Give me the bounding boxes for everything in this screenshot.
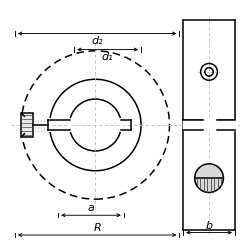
Circle shape <box>195 164 224 192</box>
Text: b: b <box>206 220 212 230</box>
Text: a: a <box>88 203 94 213</box>
Bar <box>20 113 33 137</box>
Text: R: R <box>93 223 101 233</box>
Bar <box>22 113 33 137</box>
Text: d₂: d₂ <box>92 36 103 46</box>
Bar <box>183 120 235 130</box>
Text: d₁: d₁ <box>102 52 114 62</box>
